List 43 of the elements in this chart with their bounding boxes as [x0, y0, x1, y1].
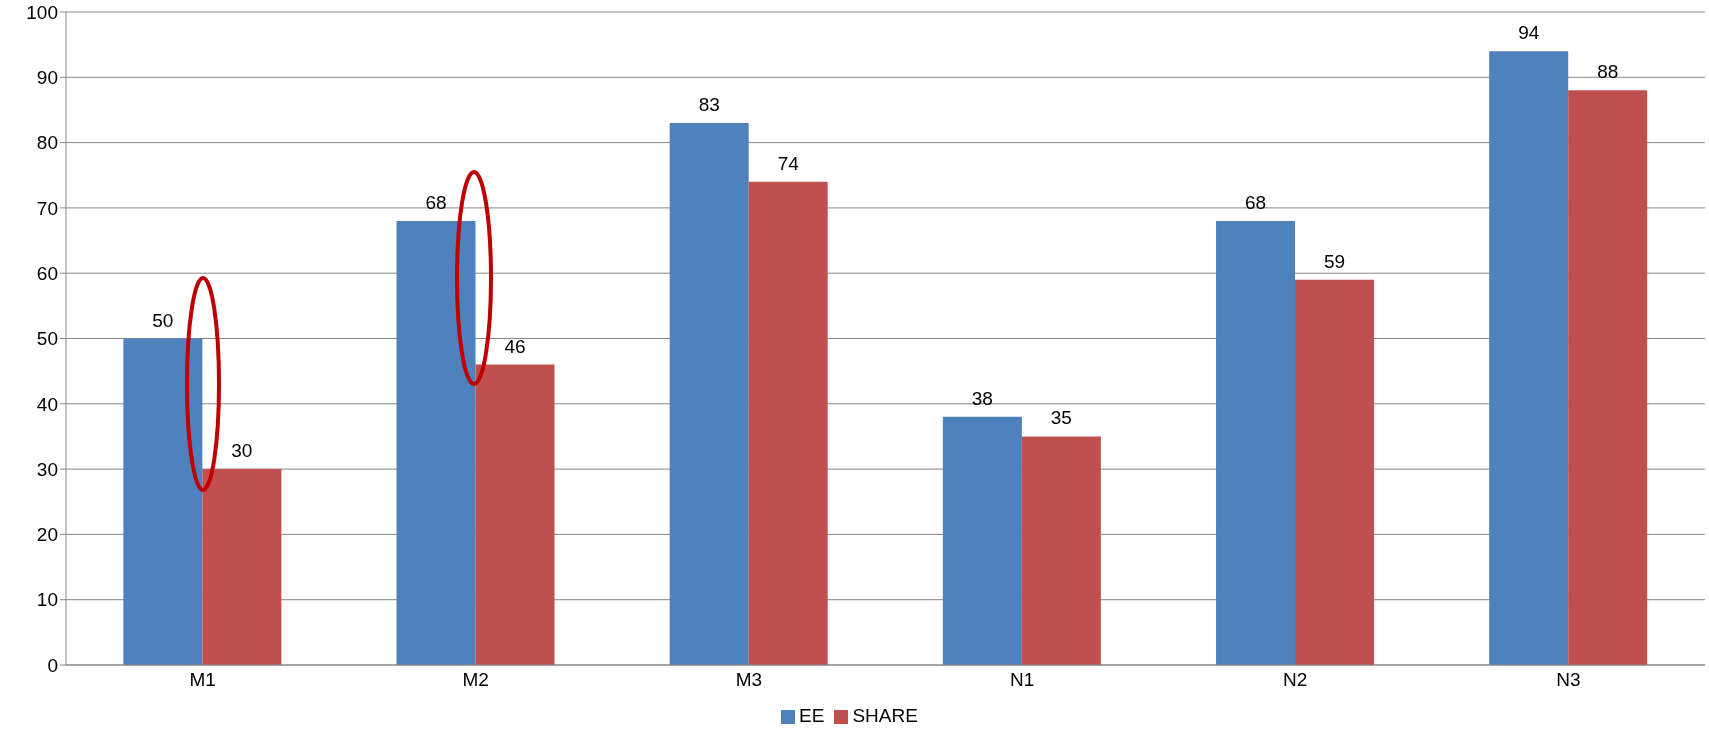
bar — [123, 338, 203, 665]
data-label: 68 — [425, 191, 447, 213]
bar — [202, 469, 282, 665]
bar — [1021, 436, 1101, 665]
x-tick-label: M2 — [462, 669, 489, 691]
y-tick-label: 0 — [47, 654, 58, 676]
x-tick-label: N3 — [1556, 669, 1581, 691]
y-tick-label: 30 — [36, 458, 58, 480]
x-tick-label: N2 — [1283, 669, 1308, 691]
y-tick-label: 10 — [36, 589, 58, 611]
y-tick-label: 60 — [36, 262, 58, 284]
data-label: 68 — [1244, 191, 1267, 213]
legend-label: SHARE — [852, 705, 918, 726]
x-tick-label: M3 — [735, 669, 763, 691]
data-label: 74 — [777, 152, 800, 174]
data-label: 46 — [504, 335, 526, 357]
data-label: 83 — [698, 94, 720, 116]
data-label: 35 — [1050, 407, 1072, 429]
data-label: 30 — [231, 440, 253, 462]
y-tick-label: 50 — [36, 328, 58, 350]
y-tick-label: 100 — [26, 1, 58, 23]
y-tick-label: 90 — [36, 67, 58, 89]
data-label: 38 — [971, 387, 993, 409]
data-label: 50 — [152, 309, 174, 331]
y-tick-label: 80 — [36, 132, 58, 154]
bar — [1568, 90, 1648, 665]
y-tick-label: 20 — [36, 524, 58, 546]
y-tick-label: 70 — [36, 197, 58, 219]
bar — [748, 181, 828, 665]
data-label: 59 — [1323, 250, 1346, 272]
bar — [1216, 220, 1296, 665]
bar — [396, 220, 476, 665]
data-label: 94 — [1518, 22, 1540, 44]
bar — [942, 416, 1022, 665]
x-tick-label: N1 — [1009, 669, 1035, 691]
x-tick-label: M1 — [189, 669, 216, 691]
data-label: 88 — [1597, 61, 1619, 83]
y-tick-label: 40 — [36, 393, 58, 415]
bar — [475, 364, 555, 665]
bar — [1295, 279, 1375, 665]
legend-label: EE — [799, 705, 825, 726]
bar — [669, 123, 749, 665]
bar — [1489, 51, 1569, 665]
